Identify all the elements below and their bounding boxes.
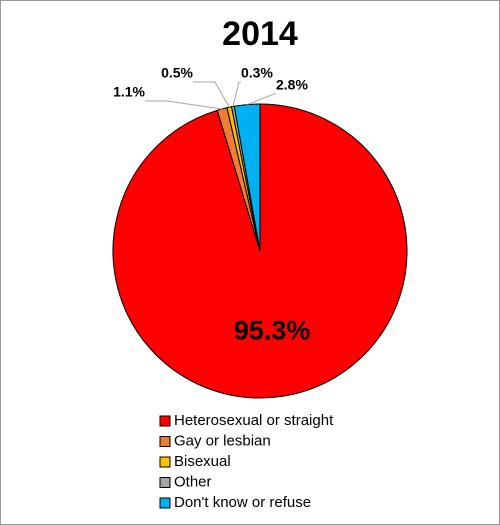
legend-label: Heterosexual or straight	[174, 412, 334, 429]
value-label: 95.3%	[234, 316, 311, 346]
legend-swatch	[159, 477, 171, 488]
legend-label: Other	[174, 473, 212, 490]
value-label: 0.5%	[161, 65, 193, 81]
leader-line	[193, 81, 230, 108]
value-label: 2.8%	[276, 77, 308, 93]
legend-swatch	[159, 497, 171, 509]
legend-swatch	[159, 456, 171, 468]
leader-line	[145, 100, 223, 110]
legend-swatch	[159, 415, 171, 427]
leader-line	[246, 93, 276, 106]
value-label: 1.1%	[113, 84, 145, 100]
chart-title: 2014	[222, 15, 298, 53]
legend-label: Don't know or refuse	[174, 494, 311, 511]
legend-label: Gay or lesbian	[174, 432, 271, 449]
value-label: 0.3%	[241, 65, 273, 81]
leader-line	[232, 81, 241, 107]
legend-swatch	[159, 436, 171, 447]
legend-label: Bisexual	[174, 453, 231, 470]
